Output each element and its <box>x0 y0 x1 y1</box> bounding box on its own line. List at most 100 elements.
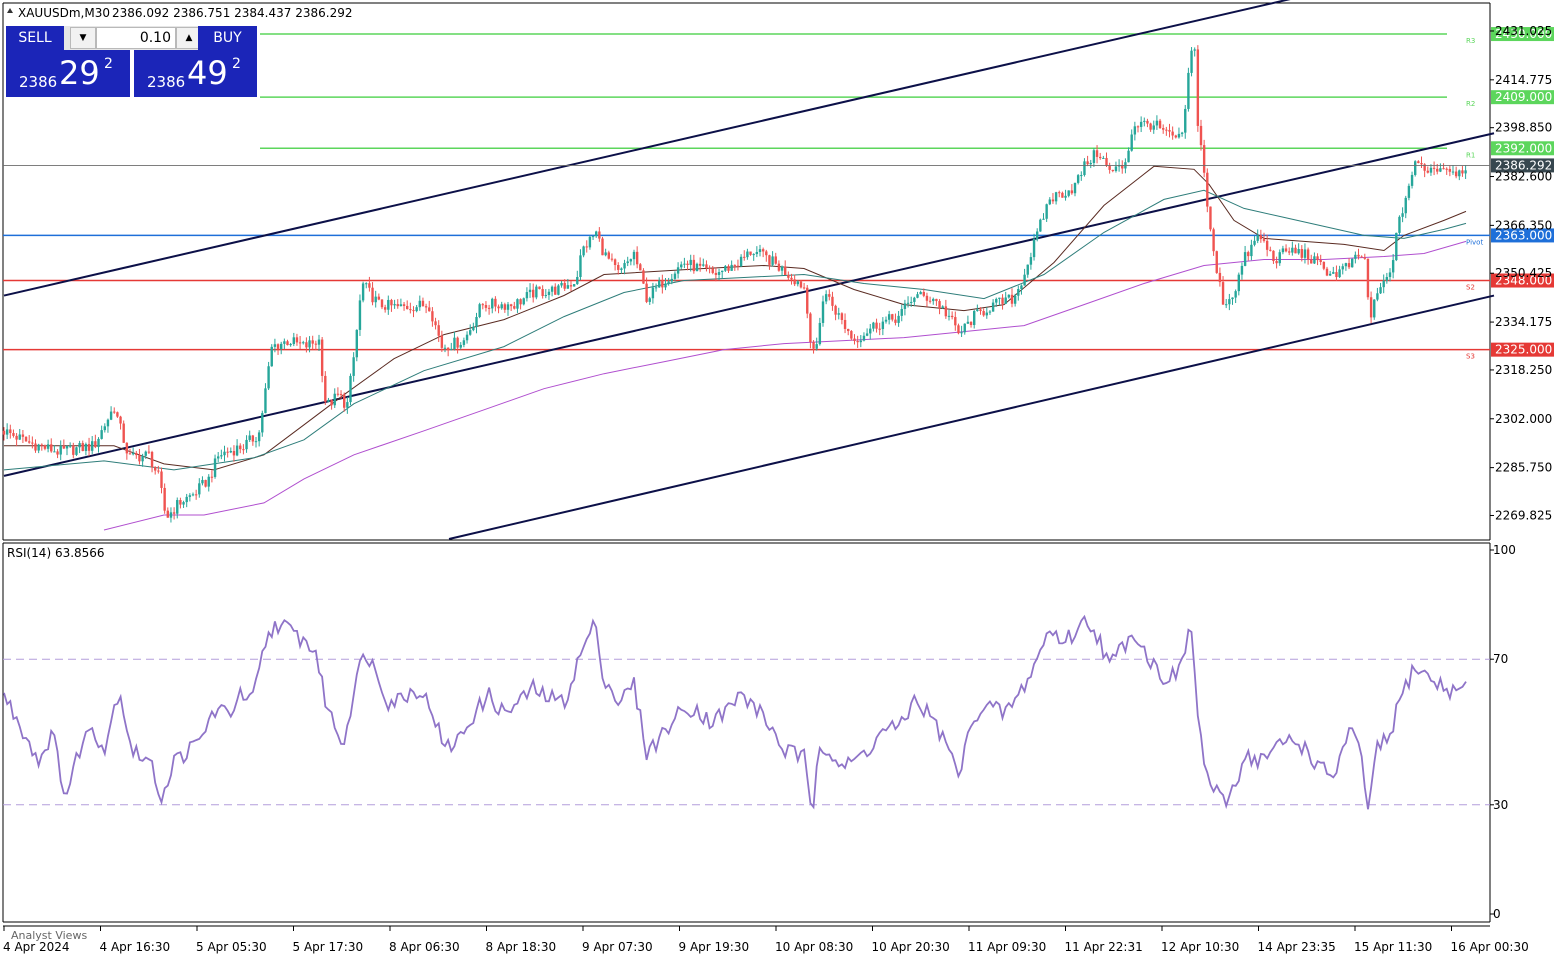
candle-body <box>1448 168 1452 172</box>
candle-body <box>736 265 740 267</box>
level-price-marker <box>1491 273 1554 288</box>
candle-body <box>919 292 922 295</box>
candle-body <box>327 399 330 402</box>
candle-body <box>544 295 547 297</box>
sell-button[interactable]: SELL <box>6 26 64 50</box>
candle-body <box>150 451 154 468</box>
candle-body <box>1259 235 1263 240</box>
candle-body <box>421 300 425 307</box>
candle-body <box>673 273 677 279</box>
candle-body <box>617 265 620 270</box>
candle-body <box>613 259 617 266</box>
candle-body <box>1168 130 1171 132</box>
candle-body <box>686 263 689 265</box>
candle-body <box>478 304 481 317</box>
candle-body <box>1152 125 1155 130</box>
candle-body <box>415 307 418 312</box>
buy-button[interactable]: BUY <box>198 26 257 50</box>
candle-body <box>824 294 828 302</box>
candle-body <box>913 297 916 302</box>
collapse-triangle-icon[interactable] <box>7 8 13 13</box>
candle-body <box>1297 249 1300 254</box>
sell-price-box[interactable]: 2386 29 2 <box>6 50 130 97</box>
candle-body <box>906 302 910 304</box>
level-name-pivot: Pivot <box>1466 238 1483 246</box>
candle-body <box>1149 123 1152 130</box>
lot-size-input[interactable] <box>96 27 176 49</box>
candle-body <box>894 319 897 323</box>
buy-price-box[interactable]: 2386 49 2 <box>134 50 257 97</box>
candle-body <box>465 334 469 341</box>
candle-body <box>887 314 891 320</box>
candle-body <box>809 313 812 343</box>
candle-body <box>103 426 106 431</box>
candle-body <box>440 335 444 348</box>
candle-body <box>1013 295 1017 304</box>
rsi-panel-frame <box>2 542 1491 927</box>
rsi-levels <box>3 658 1490 806</box>
candle-body <box>248 435 251 440</box>
candle-body <box>484 305 488 308</box>
candle-body <box>1026 264 1029 275</box>
rsi-line <box>3 614 1467 810</box>
candle-body <box>377 296 381 300</box>
candle-body <box>626 261 629 264</box>
candle-body <box>790 277 793 280</box>
candle-body <box>1275 261 1278 264</box>
candle-body <box>2 430 6 435</box>
candle-body <box>1306 249 1310 260</box>
level-price-marker <box>1491 342 1554 357</box>
candle-body <box>897 315 900 323</box>
time-tick-label: 12 Apr 10:30 <box>1161 940 1239 954</box>
candle-body <box>336 393 340 395</box>
price-tick-label: 2366.350 <box>1495 218 1552 232</box>
candle-body <box>847 328 850 332</box>
candle-body <box>1054 192 1058 202</box>
level-name-s3: S3 <box>1466 353 1475 361</box>
candle-body <box>1442 168 1445 170</box>
candle-body <box>935 298 938 302</box>
candle-body <box>1310 259 1313 264</box>
candle-body <box>910 301 913 303</box>
buy-price-base: 2386 <box>147 73 186 91</box>
candle-body <box>84 444 88 452</box>
analyst-views-label[interactable]: Analyst Views <box>11 929 87 942</box>
candle-body <box>131 452 135 455</box>
moving-averages <box>3 165 1467 531</box>
candle-body <box>396 304 399 307</box>
candle-body <box>383 307 387 310</box>
candle-body <box>1045 204 1048 219</box>
candle-body <box>380 299 384 308</box>
candle-body <box>217 456 220 459</box>
candle-body <box>623 263 626 269</box>
candle-body <box>1171 131 1174 136</box>
candle-body <box>758 249 762 253</box>
candle-body <box>610 258 614 260</box>
candle-body <box>938 301 941 309</box>
candle-body <box>320 339 324 376</box>
candle-body <box>91 441 94 451</box>
candle-body <box>424 306 428 308</box>
lot-decrease-icon[interactable]: ▼ <box>70 27 96 49</box>
candle-body <box>194 494 198 496</box>
candle-body <box>1284 248 1288 252</box>
time-tick-label: 9 Apr 07:30 <box>582 940 653 954</box>
candle-body <box>900 308 903 316</box>
candle-body <box>302 342 305 344</box>
time-tick-label: 10 Apr 20:30 <box>872 940 950 954</box>
candle-body <box>916 294 919 298</box>
candle-body <box>739 256 743 267</box>
candle-body <box>1102 157 1105 159</box>
candle-body <box>1373 299 1376 318</box>
candle-body <box>418 300 421 308</box>
candle-body <box>270 346 273 367</box>
level-price-marker <box>1491 141 1554 156</box>
candle-body <box>828 294 831 297</box>
candle-body <box>210 476 214 478</box>
candle-body <box>1234 291 1237 298</box>
candle-body <box>431 311 434 322</box>
candle-body <box>1376 293 1379 300</box>
candle-body <box>727 266 730 271</box>
candle-body <box>966 321 970 324</box>
